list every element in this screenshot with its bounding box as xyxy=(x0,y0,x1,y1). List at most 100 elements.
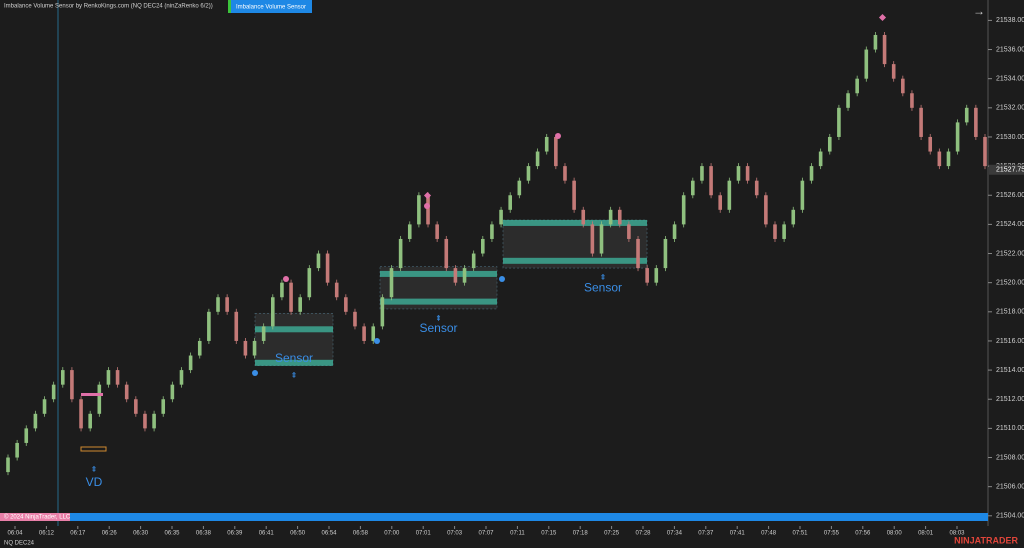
copyright: © 2024 NinjaTrader, LLC xyxy=(4,514,71,521)
signal-dot xyxy=(252,370,258,376)
renko-bar xyxy=(663,238,668,269)
scroll-thumb[interactable] xyxy=(0,513,70,521)
x-tick-label: 06:04 xyxy=(7,531,23,537)
renko-bar xyxy=(791,209,796,225)
zone-band xyxy=(503,257,647,264)
y-tick-label: 21504.00 xyxy=(996,513,1024,520)
x-tick-label: 07:07 xyxy=(478,531,494,537)
renko-bar xyxy=(152,413,156,429)
renko-bar xyxy=(307,268,312,298)
renko-bar xyxy=(243,340,248,356)
renko-bar xyxy=(481,238,485,254)
scrollbar[interactable] xyxy=(0,513,988,521)
renko-bar xyxy=(188,355,193,371)
renko-bar xyxy=(946,151,951,167)
renko-bar xyxy=(709,166,713,196)
x-tick-label: 07:01 xyxy=(416,531,432,537)
zone-band xyxy=(255,359,333,366)
renko-bar xyxy=(873,34,878,50)
renko-bar xyxy=(216,297,220,312)
renko-bar xyxy=(827,136,832,152)
renko-bar xyxy=(745,166,750,181)
x-tick-label: 07:56 xyxy=(855,531,871,537)
renko-bar xyxy=(462,268,467,283)
indicator-button[interactable] xyxy=(231,0,312,13)
renko-bar xyxy=(535,151,540,167)
x-tick-label: 06:30 xyxy=(133,531,149,537)
renko-bar xyxy=(964,107,969,123)
renko-bar xyxy=(754,180,759,196)
x-tick-label: 07:18 xyxy=(573,531,589,537)
renko-bar xyxy=(526,166,531,181)
x-tick-label: 06:50 xyxy=(290,531,306,537)
signal-dot xyxy=(374,338,380,344)
renko-bar xyxy=(544,136,549,152)
x-tick-label: 07:28 xyxy=(635,531,651,537)
renko-bar xyxy=(60,370,65,385)
vd-box xyxy=(80,446,107,452)
signal-dot xyxy=(555,133,561,139)
x-tick-label: 07:48 xyxy=(761,531,777,537)
renko-bar xyxy=(79,399,83,429)
renko-bar xyxy=(344,297,348,312)
y-tick-label: 21510.00 xyxy=(996,425,1024,432)
x-tick-label: 07:55 xyxy=(824,531,840,537)
y-tick-label: 21536.00 xyxy=(996,46,1024,53)
arrow-icon[interactable]: → xyxy=(973,4,985,18)
renko-bar xyxy=(974,107,978,137)
renko-bar xyxy=(855,78,859,94)
y-tick-label: 21538.00 xyxy=(996,17,1024,24)
renko-bar xyxy=(563,166,567,181)
renko-bar xyxy=(325,253,330,283)
renko-bar xyxy=(718,195,723,210)
vd-marker xyxy=(81,393,103,396)
x-tick-label: 07:00 xyxy=(384,531,400,537)
vd-label: VD xyxy=(86,475,103,489)
y-tick-label: 21534.00 xyxy=(996,76,1024,83)
y-tick-label: 21506.00 xyxy=(996,484,1024,491)
renko-bar xyxy=(490,224,494,239)
renko-bar xyxy=(955,122,960,152)
renko-bar xyxy=(6,457,10,473)
renko-bar xyxy=(499,209,503,225)
renko-bar xyxy=(234,311,239,341)
zone-label: Sensor xyxy=(584,280,622,294)
renko-bar xyxy=(334,282,339,298)
y-tick-label: 21518.00 xyxy=(996,309,1024,316)
x-tick-label: 06:39 xyxy=(227,531,243,537)
y-tick-label: 21524.00 xyxy=(996,221,1024,228)
signal-dot xyxy=(424,203,430,209)
renko-bar xyxy=(280,282,284,298)
renko-bar xyxy=(197,340,202,356)
title: Imbalance Volume Sensor by RenkoKings.co… xyxy=(4,4,213,10)
signal-dot xyxy=(499,276,505,282)
renko-bar xyxy=(590,224,595,254)
renko-bar xyxy=(362,326,366,341)
x-tick-label: 08:03 xyxy=(949,531,965,537)
renko-bar xyxy=(809,166,814,181)
renko-bar xyxy=(554,136,558,167)
renko-bar xyxy=(179,370,184,385)
renko-bar xyxy=(70,370,74,400)
renko-bar xyxy=(15,442,19,458)
renko-bar xyxy=(161,399,166,414)
renko-bar xyxy=(134,399,138,414)
zone-band xyxy=(255,326,333,333)
y-tick-label: 21516.00 xyxy=(996,338,1024,345)
renko-bar xyxy=(891,64,896,79)
y-tick-label: 21526.00 xyxy=(996,192,1024,199)
renko-bar xyxy=(599,224,604,254)
brand: NINJATRADER xyxy=(954,535,1018,545)
renko-bar xyxy=(581,209,586,225)
renko-bar xyxy=(983,136,987,167)
last-price-label: 21527.75 xyxy=(996,167,1024,174)
renko-bar xyxy=(261,326,266,341)
x-tick-label: 07:15 xyxy=(541,531,557,537)
last-price-box xyxy=(989,164,1024,175)
x-tick-label: 06:17 xyxy=(70,531,86,537)
x-tick-label: 07:41 xyxy=(730,531,746,537)
renko-bar xyxy=(225,297,229,312)
zone-label: Sensor xyxy=(275,351,313,365)
zone-arrow: ⇞ xyxy=(291,371,298,380)
